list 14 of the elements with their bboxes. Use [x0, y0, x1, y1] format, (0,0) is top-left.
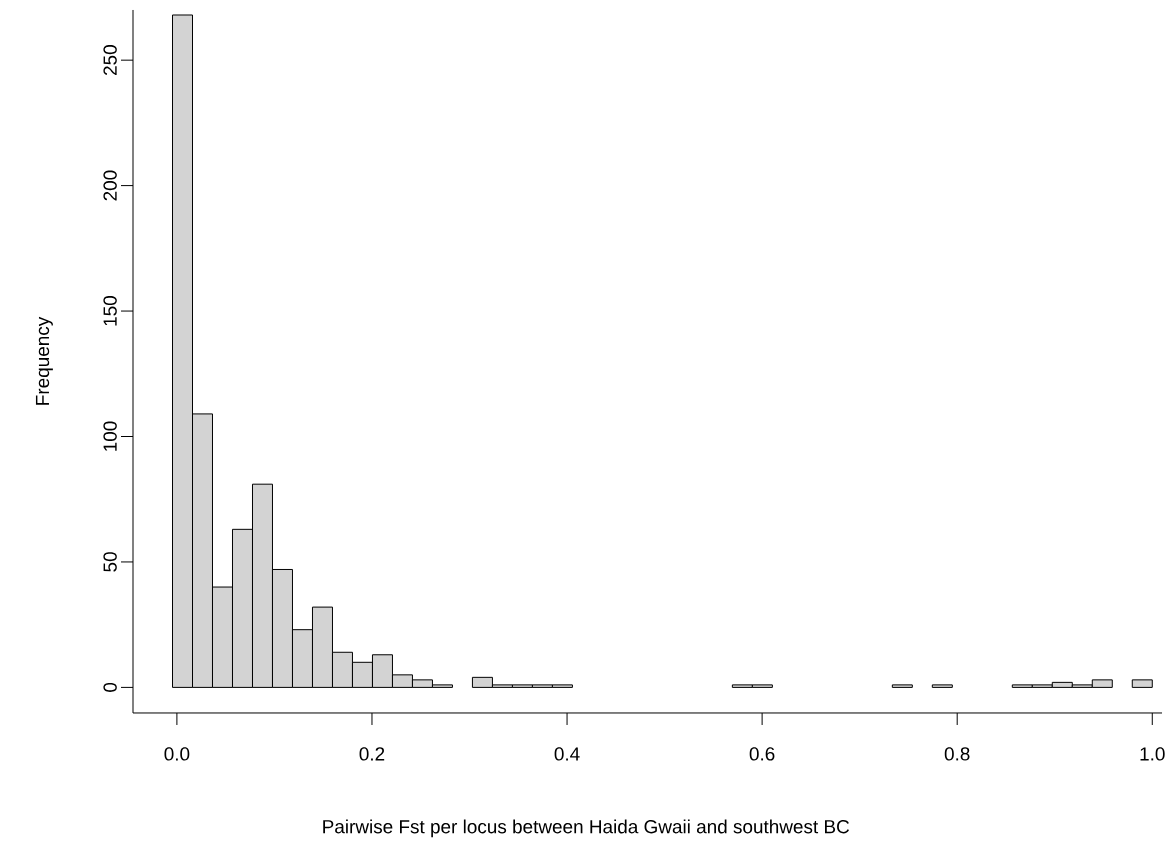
- x-axis-title: Pairwise Fst per locus between Haida Gwaii and southwest BC: [323, 819, 850, 838]
- x-tick-label: 1.0: [1140, 747, 1165, 761]
- x-tick-label: 0.6: [749, 747, 775, 761]
- y-tick-label: 50: [103, 552, 117, 572]
- y-tick-label: 250: [103, 45, 117, 75]
- x-tick-label: 0.0: [164, 747, 190, 761]
- y-axis-title: Frequency: [35, 316, 53, 405]
- y-tick-label: 200: [103, 170, 117, 201]
- x-tick-label: 0.2: [359, 747, 385, 761]
- x-tick-label: 0.4: [554, 747, 580, 761]
- y-tick-label: 0: [103, 682, 117, 692]
- x-tick-label: 0.8: [944, 747, 970, 761]
- y-tick-label: 100: [103, 421, 117, 451]
- y-tick-label: 150: [103, 296, 117, 326]
